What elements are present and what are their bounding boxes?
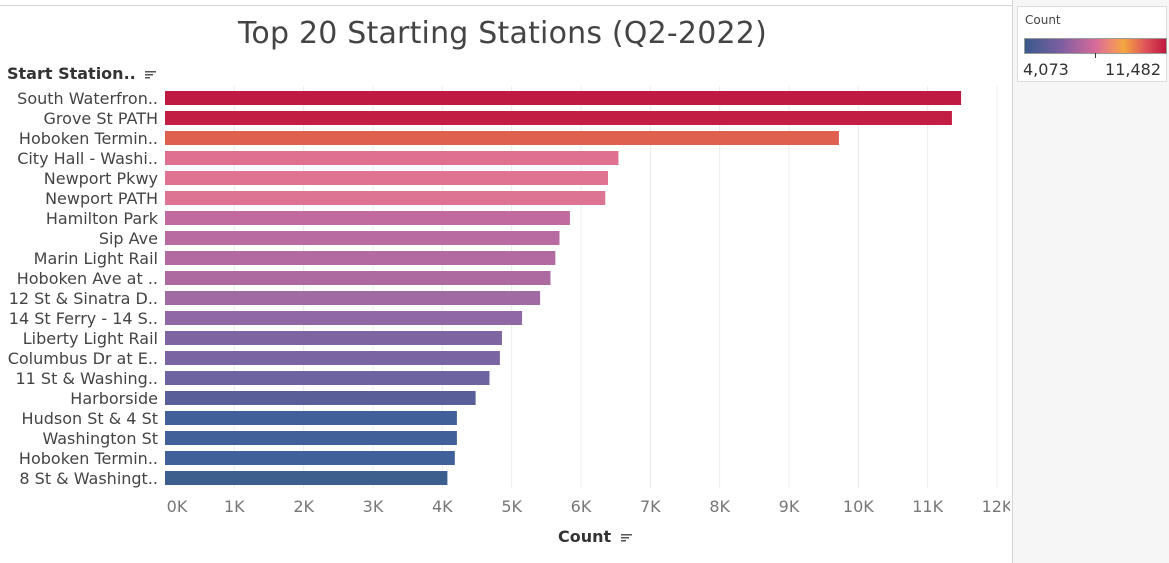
category-label[interactable]: Liberty Light Rail — [23, 329, 158, 348]
x-tick-label: 5K — [501, 497, 522, 516]
bar[interactable] — [165, 311, 523, 325]
category-label[interactable]: Newport PATH — [45, 189, 158, 208]
bar[interactable] — [165, 331, 502, 345]
category-label[interactable]: South Waterfron.. — [17, 89, 158, 108]
bars — [165, 91, 962, 485]
x-axis-title-label: Count — [558, 527, 612, 546]
chart-title: Top 20 Starting Stations (Q2-2022) — [238, 16, 767, 51]
x-tick-label: 4K — [432, 497, 453, 516]
bar[interactable] — [165, 471, 448, 485]
bar[interactable] — [165, 291, 541, 305]
x-tick-label: 6K — [571, 497, 592, 516]
category-label[interactable]: Hoboken Termin.. — [19, 129, 158, 148]
bar[interactable] — [165, 91, 962, 105]
color-legend[interactable]: Count 4,073 11,482 — [1017, 6, 1167, 82]
gridlines — [233, 86, 998, 488]
x-tick-label: 9K — [779, 497, 800, 516]
x-tick-labels: 0K 1K 2K 3K 4K 5K 6K 7K 8K 9K 10K 11K 12K — [167, 497, 1010, 516]
category-label[interactable]: Hoboken Termin.. — [19, 449, 158, 468]
x-tick-label: 12K — [982, 497, 1010, 516]
category-label[interactable]: City Hall - Washi.. — [17, 149, 158, 168]
x-tick-label: 8K — [709, 497, 730, 516]
bar[interactable] — [165, 271, 551, 285]
category-label[interactable]: Columbus Dr at E.. — [8, 349, 158, 368]
x-tick-label: 1K — [224, 497, 245, 516]
category-label[interactable]: Grove St PATH — [44, 109, 158, 128]
category-label[interactable]: Hamilton Park — [46, 209, 159, 228]
bar[interactable] — [165, 351, 500, 365]
x-axis-title[interactable]: Count — [558, 527, 632, 546]
category-label[interactable]: Washington St — [42, 429, 158, 448]
bar[interactable] — [165, 111, 952, 125]
x-tick-label: 3K — [363, 497, 384, 516]
bar[interactable] — [165, 151, 619, 165]
x-tick-label: 7K — [640, 497, 661, 516]
category-label[interactable]: 11 St & Washing.. — [15, 369, 158, 388]
sort-icon[interactable] — [620, 533, 632, 542]
bar[interactable] — [165, 191, 606, 205]
x-tick-label: 10K — [843, 497, 874, 516]
top-divider — [0, 5, 1012, 6]
category-label[interactable]: Sip Ave — [99, 229, 158, 248]
legend-marker — [1095, 53, 1096, 58]
bar[interactable] — [165, 371, 490, 385]
legend-title: Count — [1025, 13, 1061, 27]
bar[interactable] — [165, 251, 556, 265]
x-tick-label: 11K — [912, 497, 943, 516]
category-label[interactable]: Newport Pkwy — [44, 169, 158, 188]
sort-icon[interactable] — [145, 70, 157, 79]
x-tick-label: 2K — [293, 497, 314, 516]
panel-divider — [1012, 0, 1013, 563]
bar[interactable] — [165, 171, 609, 185]
bar[interactable] — [165, 231, 560, 245]
category-label[interactable]: 8 St & Washingt.. — [19, 469, 158, 488]
category-label[interactable]: Harborside — [70, 389, 158, 408]
bar[interactable] — [165, 211, 570, 225]
bar[interactable] — [165, 431, 457, 445]
bar[interactable] — [165, 131, 839, 145]
category-label[interactable]: Marin Light Rail — [34, 249, 158, 268]
category-label[interactable]: 12 St & Sinatra D.. — [9, 289, 158, 308]
row-header-start-station[interactable]: Start Station.. — [7, 64, 157, 83]
x-tick-label: 0K — [167, 497, 188, 516]
legend-panel — [1013, 0, 1169, 563]
legend-color-ramp — [1024, 38, 1167, 54]
category-label[interactable]: Hudson St & 4 St — [22, 409, 158, 428]
bar[interactable] — [165, 391, 476, 405]
category-label[interactable]: 14 St Ferry - 14 S.. — [9, 309, 158, 328]
row-header-label: Start Station.. — [7, 64, 136, 83]
category-label[interactable]: Hoboken Ave at .. — [17, 269, 158, 288]
legend-min-label: 4,073 — [1023, 60, 1069, 79]
legend-max-label: 11,482 — [1105, 60, 1161, 79]
bar[interactable] — [165, 451, 455, 465]
bar[interactable] — [165, 411, 457, 425]
